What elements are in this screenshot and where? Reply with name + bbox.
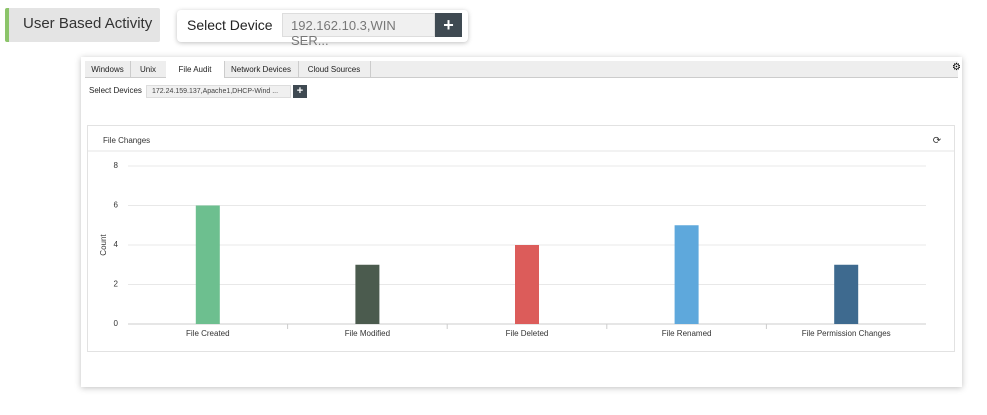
chart-title: File Changes bbox=[103, 136, 150, 145]
tab[interactable]: Cloud Sources bbox=[298, 61, 371, 78]
bar bbox=[674, 225, 699, 324]
x-tick-label: File Modified bbox=[345, 329, 390, 338]
chart-card bbox=[87, 125, 955, 352]
bar bbox=[834, 264, 859, 324]
y-tick-label: 2 bbox=[114, 280, 119, 289]
devices-input[interactable]: 172.24.159.137,Apache1,DHCP-Wind ... bbox=[146, 85, 291, 98]
refresh-icon[interactable]: ⟳ bbox=[933, 136, 942, 147]
settings-icon[interactable]: ⚙ bbox=[952, 62, 961, 73]
y-axis-label: Count bbox=[99, 234, 108, 256]
device-selector: Select Device 192.162.10.3,WIN SER... + bbox=[177, 10, 468, 48]
device-input[interactable]: 192.162.10.3,WIN SER... bbox=[282, 13, 435, 48]
devices-label: Select Devices bbox=[89, 86, 142, 95]
bar bbox=[355, 264, 380, 324]
add-button[interactable]: + bbox=[435, 13, 462, 37]
devices-add[interactable]: + bbox=[293, 85, 307, 98]
tab[interactable]: Network Devices bbox=[224, 61, 299, 78]
y-tick-label: 8 bbox=[114, 161, 119, 170]
y-tick-label: 4 bbox=[114, 240, 119, 249]
y-tick-label: 0 bbox=[114, 319, 119, 328]
y-tick-label: 6 bbox=[114, 201, 119, 210]
tab-bar: Windows Unix File Audit Network Devices Clou… bbox=[85, 61, 958, 78]
panel: Windows Unix File Audit Network Devices Clou… bbox=[81, 57, 962, 387]
bar bbox=[515, 245, 539, 324]
x-tick-label: File Renamed bbox=[662, 329, 712, 338]
x-tick-label: File Created bbox=[186, 329, 230, 338]
select-label: Select Device bbox=[187, 17, 273, 33]
user-activity-button[interactable]: User Based Activity bbox=[5, 8, 160, 42]
x-tick-label: File Deleted bbox=[506, 329, 549, 338]
tab[interactable]: File Audit bbox=[166, 61, 225, 78]
bar bbox=[195, 205, 220, 324]
tab[interactable]: Windows bbox=[85, 61, 131, 78]
x-tick-label: File Permission Changes bbox=[802, 329, 891, 338]
